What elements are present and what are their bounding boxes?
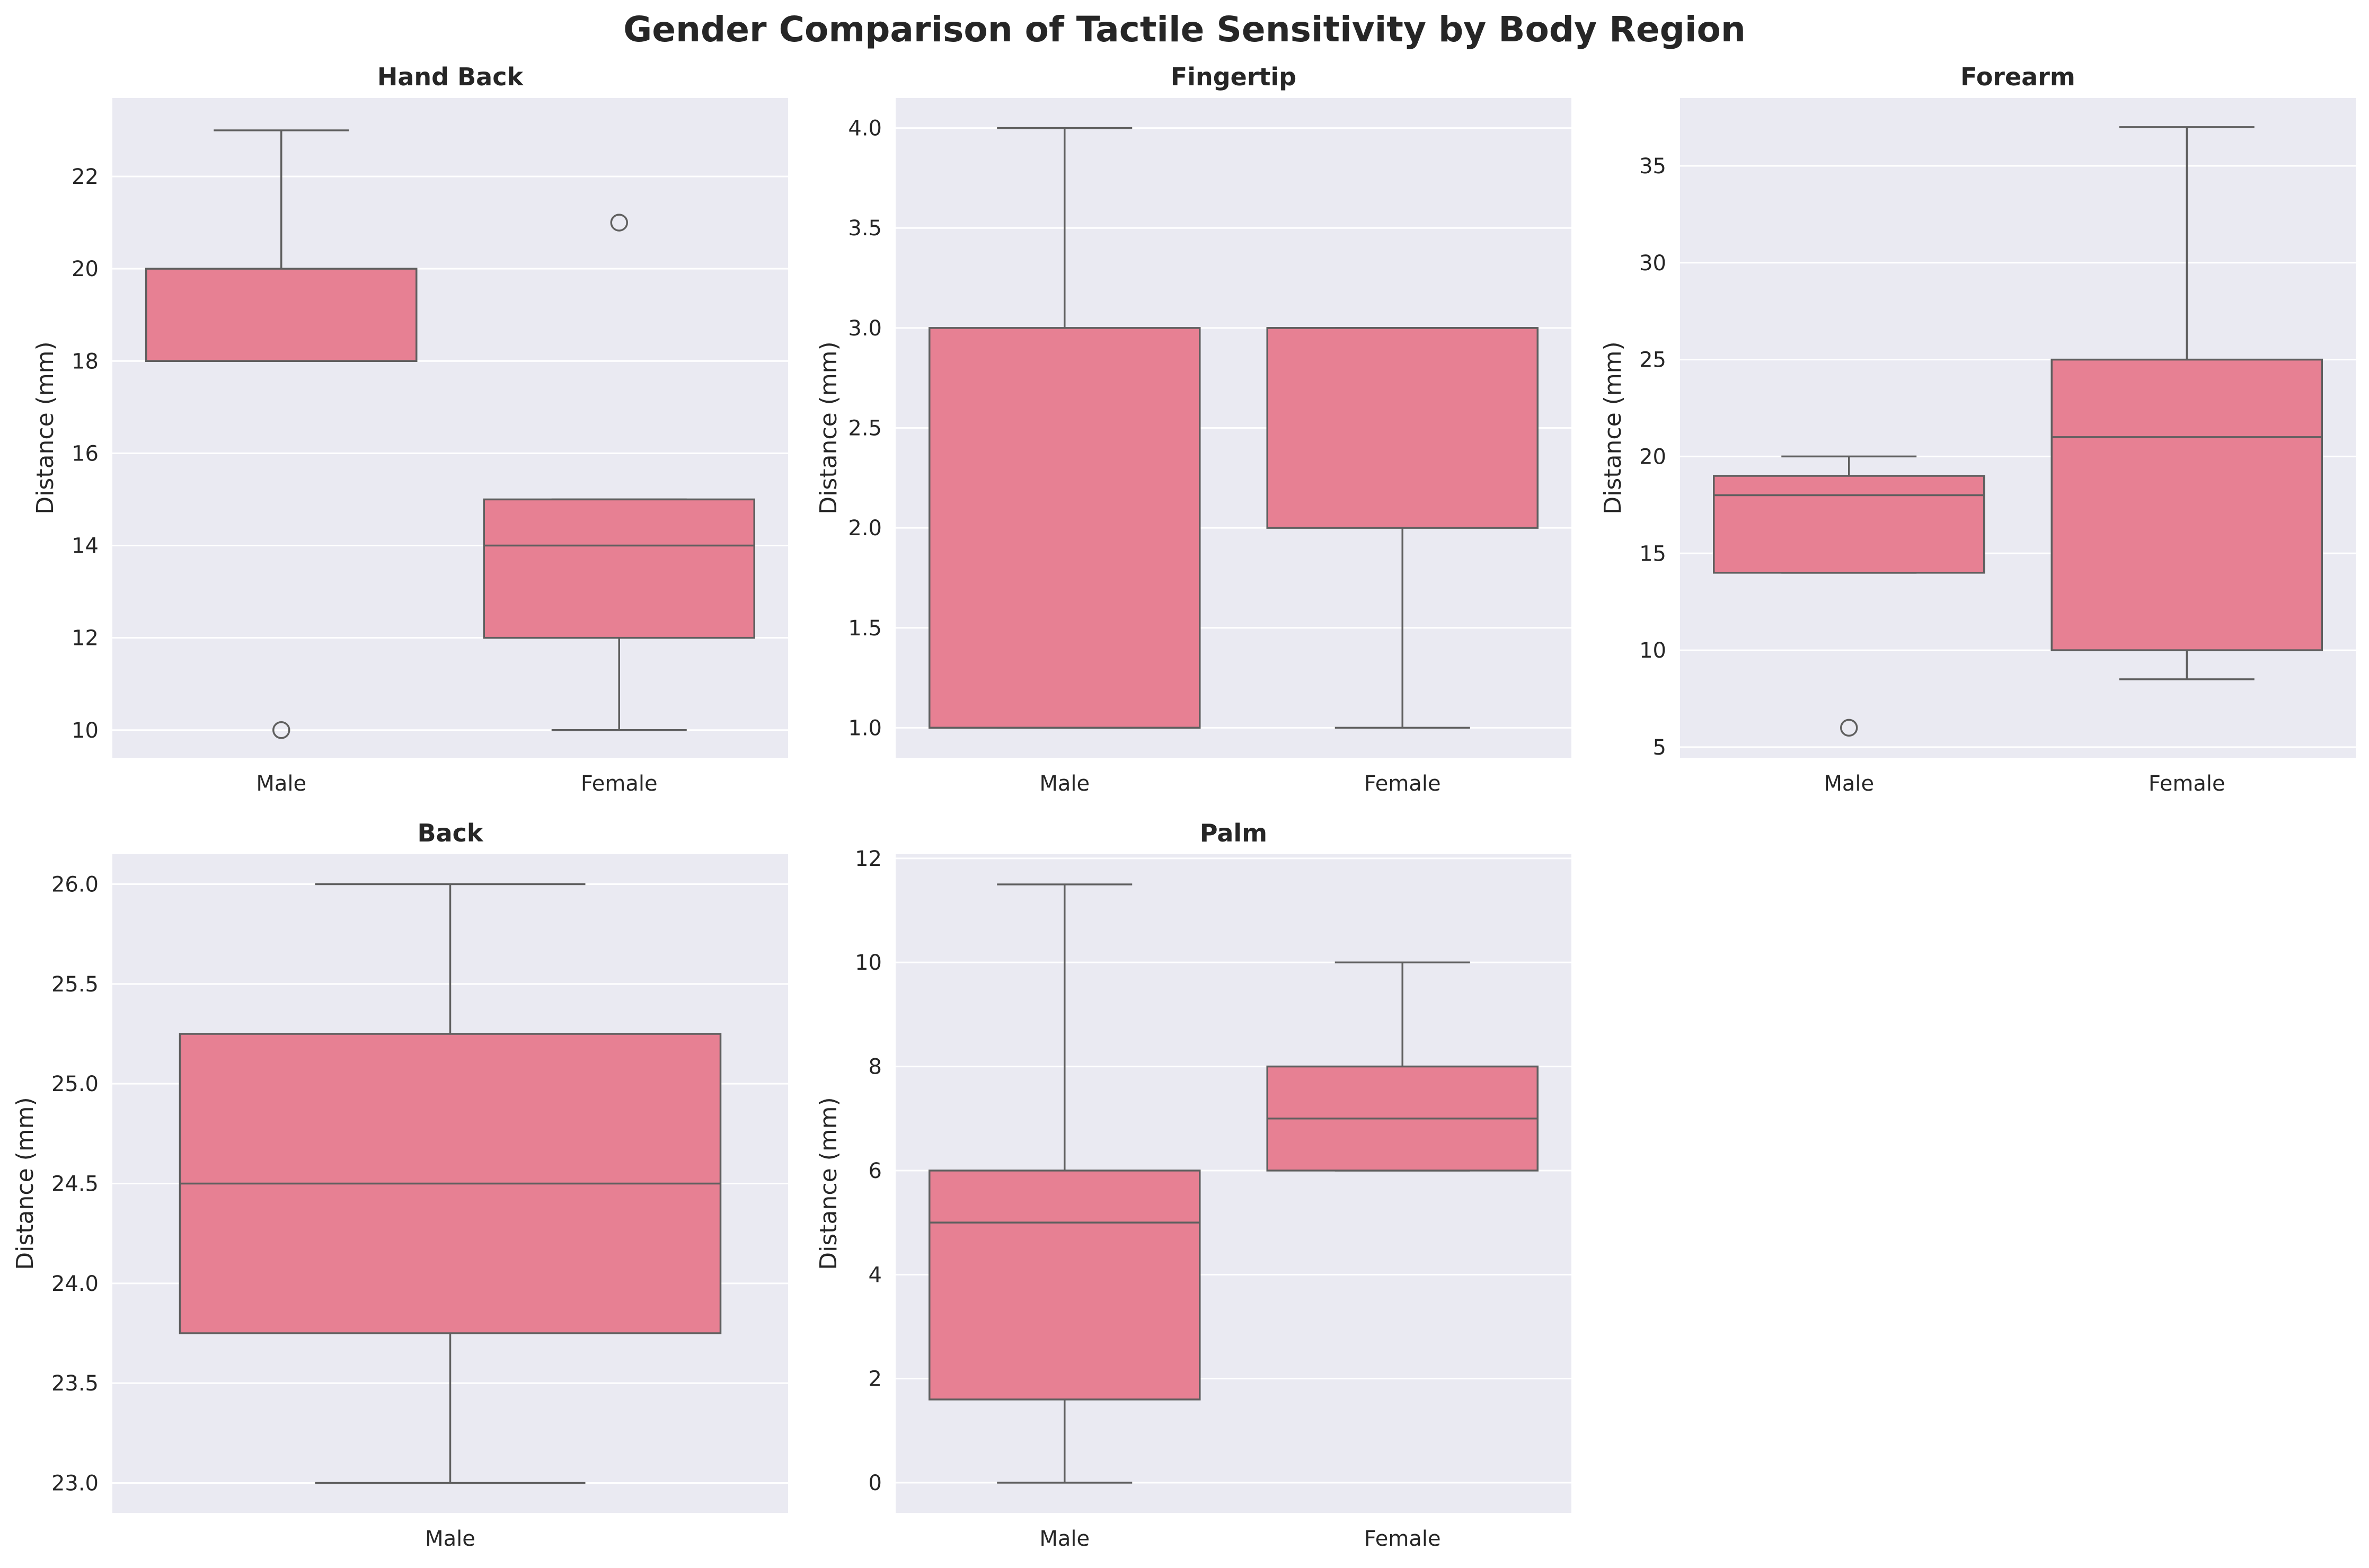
y-axis-label: Distance (mm) bbox=[815, 1097, 842, 1270]
figure-title: Gender Comparison of Tactile Sensitivity… bbox=[623, 9, 1746, 50]
y-tick-label: 20 bbox=[1639, 445, 1666, 469]
y-tick-label: 22 bbox=[72, 165, 99, 189]
y-tick-label: 14 bbox=[72, 534, 99, 559]
subplot-title: Fingertip bbox=[1171, 63, 1296, 91]
y-tick-label: 24.5 bbox=[51, 1172, 99, 1197]
y-tick-label: 24.0 bbox=[51, 1272, 99, 1296]
y-tick-label: 1.0 bbox=[848, 716, 882, 740]
box-male bbox=[929, 327, 1201, 729]
y-tick-label: 10 bbox=[855, 951, 882, 975]
y-tick-label: 12 bbox=[72, 626, 99, 651]
y-axis-label: Distance (mm) bbox=[32, 341, 59, 514]
y-tick-label: 3.0 bbox=[848, 316, 882, 341]
y-tick-label: 1.5 bbox=[848, 616, 882, 641]
y-tick-label: 2.0 bbox=[848, 516, 882, 541]
y-tick-label: 2 bbox=[869, 1367, 882, 1392]
y-tick-label: 25.0 bbox=[51, 1072, 99, 1096]
y-tick-label: 18 bbox=[72, 349, 99, 374]
x-tick-label: Male bbox=[1824, 772, 1874, 796]
box-female bbox=[483, 498, 755, 639]
y-tick-label: 16 bbox=[72, 441, 99, 466]
y-tick-label: 8 bbox=[869, 1055, 882, 1079]
y-axis-label: Distance (mm) bbox=[12, 1097, 39, 1270]
outlier-male bbox=[272, 721, 290, 739]
outlier-male bbox=[1840, 719, 1858, 737]
x-tick-label: Female bbox=[1364, 1527, 1441, 1551]
y-tick-label: 23.5 bbox=[51, 1371, 99, 1396]
y-tick-label: 6 bbox=[869, 1159, 882, 1183]
y-tick-label: 2.5 bbox=[848, 417, 882, 441]
subplot-title: Palm bbox=[1200, 819, 1267, 847]
x-tick-label: Male bbox=[1039, 772, 1090, 796]
box-male bbox=[929, 1170, 1201, 1401]
subplot-title: Forearm bbox=[1960, 63, 2075, 91]
x-tick-label: Female bbox=[1364, 772, 1441, 796]
subplot-hand-back: 10 12 14 16 18 20 22 Male Female Hand Back Distanc… bbox=[32, 63, 788, 796]
x-tick-label: Female bbox=[581, 772, 658, 796]
subplot-title: Back bbox=[418, 819, 484, 847]
y-tick-label: 4.0 bbox=[848, 117, 882, 141]
y-tick-label: 0 bbox=[869, 1471, 882, 1495]
subplot-back: 23.0 23.5 24.0 24.5 25.0 25.5 26.0 Male Back Dist… bbox=[12, 819, 788, 1551]
box-male bbox=[1713, 475, 1985, 574]
x-tick-label: Male bbox=[256, 772, 306, 796]
y-tick-label: 12 bbox=[855, 847, 882, 871]
y-tick-label: 35 bbox=[1639, 154, 1666, 179]
y-tick-label: 4 bbox=[869, 1263, 882, 1287]
outlier-female bbox=[610, 214, 628, 232]
y-tick-label: 10 bbox=[72, 719, 99, 743]
y-tick-label: 10 bbox=[1639, 639, 1666, 663]
plot-area bbox=[112, 98, 788, 758]
y-axis-label: Distance (mm) bbox=[1599, 341, 1627, 514]
y-tick-label: 15 bbox=[1639, 542, 1666, 566]
y-tick-label: 26.0 bbox=[51, 873, 99, 897]
box-female bbox=[1266, 327, 1539, 529]
y-axis-label: Distance (mm) bbox=[815, 341, 842, 514]
y-tick-label: 25 bbox=[1639, 348, 1666, 373]
subplot-palm: 0 2 4 6 8 10 12 Male Female Palm Distance (mm) bbox=[815, 819, 1571, 1551]
subplot-forearm: 5 10 15 20 25 30 35 Male Female Forearm Distance (… bbox=[1599, 63, 2356, 796]
box-female bbox=[2050, 358, 2323, 651]
y-tick-label: 25.5 bbox=[51, 972, 99, 997]
subplot-title: Hand Back bbox=[377, 63, 524, 91]
x-tick-label: Female bbox=[2149, 772, 2225, 796]
y-tick-label: 5 bbox=[1653, 736, 1666, 760]
x-tick-label: Male bbox=[1039, 1527, 1090, 1551]
y-tick-label: 3.5 bbox=[848, 216, 882, 241]
x-tick-label: Male bbox=[425, 1527, 475, 1551]
y-tick-label: 20 bbox=[72, 257, 99, 281]
y-tick-label: 23.0 bbox=[51, 1472, 99, 1496]
box-male bbox=[145, 268, 418, 362]
subplot-fingertip: 1.0 1.5 2.0 2.5 3.0 3.5 4.0 Male Female Fingertip… bbox=[815, 63, 1571, 796]
y-tick-label: 30 bbox=[1639, 251, 1666, 276]
